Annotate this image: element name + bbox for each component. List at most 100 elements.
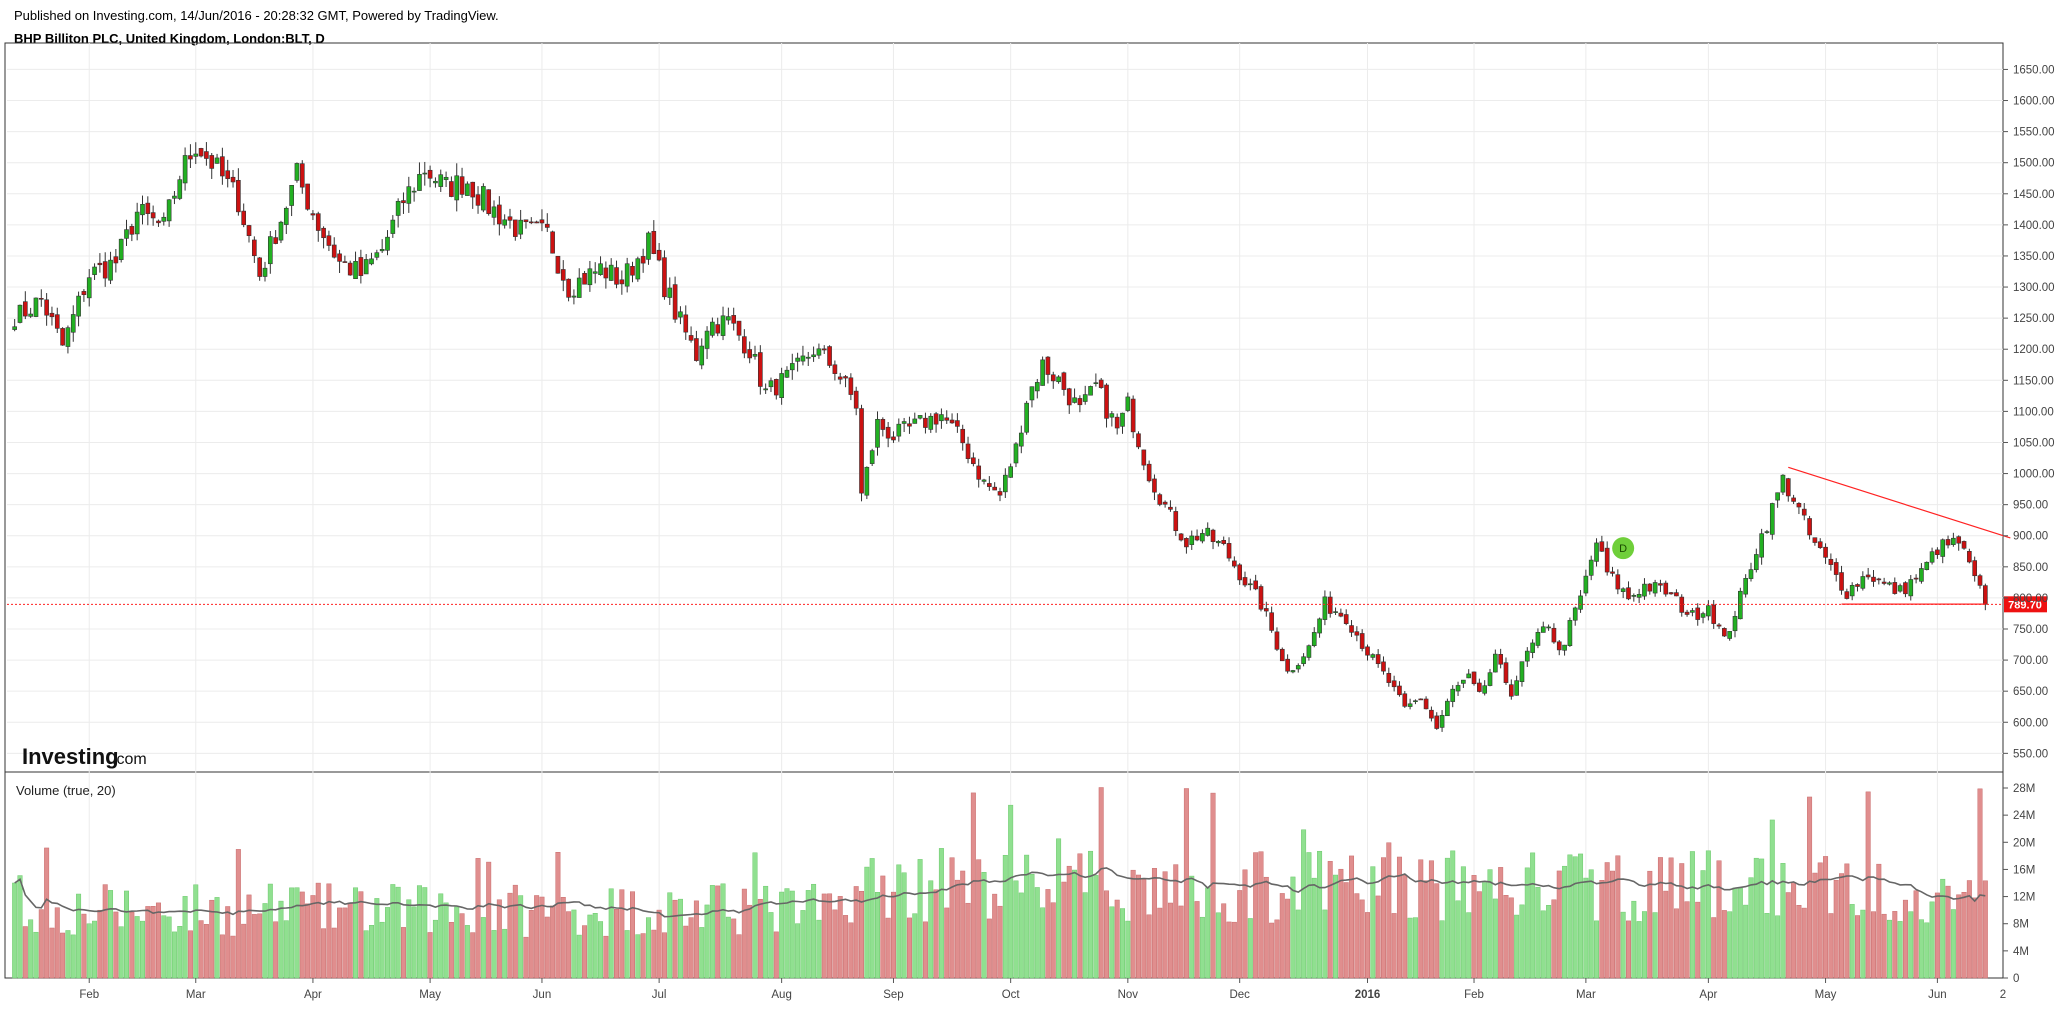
candle-body — [933, 413, 939, 425]
candle-body — [38, 298, 44, 300]
candle-body — [614, 267, 619, 285]
volume-series — [12, 787, 1988, 979]
candle-body — [1785, 478, 1791, 497]
candle-body — [1508, 684, 1514, 697]
volume-bar — [1013, 880, 1019, 979]
volume-bar — [395, 886, 401, 979]
volume-bar — [1503, 895, 1509, 979]
volume-ma-line — [14, 867, 1986, 918]
candle-body — [1056, 376, 1061, 383]
candle-body — [885, 426, 891, 439]
candle-body — [1109, 413, 1115, 418]
candle-body — [1530, 642, 1535, 653]
vol-tick-label: 12M — [2013, 892, 2035, 904]
y-tick-label: 1500.00 — [2013, 158, 2055, 170]
volume-bar — [432, 919, 438, 979]
volume-bar — [459, 913, 465, 979]
volume-bar — [1471, 875, 1477, 979]
candle-body — [1226, 543, 1232, 559]
volume-bar — [124, 890, 129, 979]
candle-body — [1445, 700, 1450, 717]
volume-bar — [1386, 842, 1392, 979]
volume-bar — [1492, 898, 1498, 979]
candle-body — [1040, 359, 1045, 386]
volume-bar — [310, 895, 316, 979]
candle-body — [1141, 449, 1147, 466]
volume-bar — [1407, 917, 1413, 979]
volume-bar — [699, 927, 705, 979]
candle-body — [1615, 574, 1621, 590]
volume-bar — [214, 897, 220, 979]
volume-bar — [49, 927, 55, 979]
candle-body — [1274, 631, 1280, 650]
candle-body — [1295, 665, 1301, 670]
volume-bar — [480, 917, 486, 979]
candle-body — [805, 356, 811, 359]
candle-body — [651, 230, 657, 255]
candle-body — [736, 320, 742, 336]
volume-bar — [1418, 859, 1424, 979]
candle-body — [784, 369, 790, 378]
volume-bar — [1434, 883, 1440, 979]
volume-bar — [1849, 904, 1855, 979]
volume-bar — [1594, 920, 1600, 979]
candle-body — [220, 156, 225, 177]
candle-body — [811, 354, 816, 358]
candle-body — [193, 153, 199, 157]
candle-body — [1168, 506, 1173, 510]
volume-bar — [635, 934, 641, 979]
candle-body — [1210, 529, 1216, 543]
volume-bar — [283, 920, 289, 979]
volume-bar — [1466, 912, 1472, 979]
volume-bar — [1833, 879, 1839, 979]
candle-body — [81, 291, 87, 296]
candle-body — [379, 249, 385, 252]
volume-bar — [1311, 877, 1317, 979]
volume-bar — [1961, 892, 1967, 979]
candle-body — [310, 213, 316, 216]
candle-body — [1647, 583, 1653, 592]
x-tick-label: Jun — [1928, 989, 1947, 1001]
volume-bar — [1743, 904, 1749, 979]
volume-bar — [512, 884, 518, 979]
volume-bar — [1636, 921, 1642, 979]
candle-body — [1242, 577, 1248, 586]
candle-body — [1375, 654, 1381, 665]
volume-bar — [1839, 873, 1845, 979]
candle-body — [1807, 518, 1812, 536]
volume-bar — [1721, 910, 1727, 979]
volume-bar — [1247, 918, 1253, 979]
volume-bar — [880, 875, 886, 979]
volume-bar — [1439, 920, 1445, 979]
volume-bar — [1141, 879, 1147, 979]
candle-body — [571, 295, 577, 298]
candle-body — [1194, 535, 1200, 541]
volume-bar — [347, 902, 353, 979]
candle-body — [1855, 584, 1860, 587]
volume-bar — [1753, 857, 1759, 979]
candle-body — [1013, 443, 1019, 464]
y-tick-label: 1350.00 — [2013, 251, 2055, 263]
volume-bar — [464, 925, 470, 979]
candle-body — [1461, 679, 1466, 684]
candle-body — [1088, 386, 1093, 396]
candle-body — [230, 176, 236, 183]
volume-bar — [603, 935, 609, 979]
volume-bar — [1066, 865, 1072, 979]
axes: 1650.00 1600.00 1550.00 1500.00 1450.00 1400.… — [79, 64, 2054, 1001]
candle-body — [369, 258, 374, 265]
last-price-label: 789.70 — [2008, 599, 2042, 611]
volume-bar — [954, 879, 960, 979]
candle-body — [347, 262, 353, 276]
candle-body — [1471, 671, 1477, 685]
volume-bar — [1519, 904, 1525, 979]
candle-body — [1642, 583, 1647, 597]
candle-body — [1908, 579, 1914, 597]
x-tick-label: Sep — [883, 989, 903, 1001]
symbol-title: BHP Billiton PLC, United Kingdom, London… — [14, 31, 325, 46]
volume-bar — [1956, 894, 1962, 979]
volume-bar — [912, 913, 918, 979]
volume-bar — [443, 902, 449, 979]
candle-body — [576, 277, 582, 298]
